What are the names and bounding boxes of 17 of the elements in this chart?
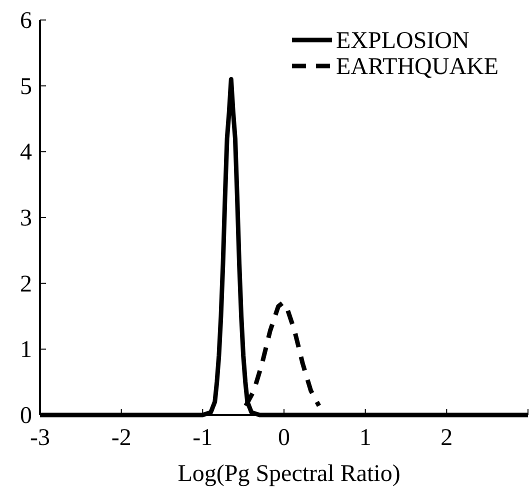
- x-axis-title: Log(Pg Spectral Ratio): [178, 461, 400, 487]
- legend-label: EXPLOSION: [336, 28, 470, 54]
- x-tick-label: -1: [192, 425, 213, 451]
- x-tick-label: -3: [30, 425, 50, 451]
- x-tick-label: 2: [440, 425, 453, 451]
- x-tick-label: -2: [111, 425, 132, 451]
- y-tick-label: 4: [20, 140, 32, 166]
- line-series: [244, 300, 322, 408]
- y-tick-label: 6: [20, 8, 32, 34]
- y-tick-label: 3: [20, 206, 32, 232]
- legend-label: EARTHQUAKE: [336, 54, 499, 80]
- y-tick-label: 5: [20, 74, 32, 100]
- y-tick-label: 2: [20, 271, 32, 298]
- x-tick-label: 1: [359, 425, 372, 451]
- y-tick-label: 0: [20, 403, 32, 429]
- x-tick-label: 0: [278, 425, 290, 451]
- y-tick-label: 1: [20, 337, 32, 364]
